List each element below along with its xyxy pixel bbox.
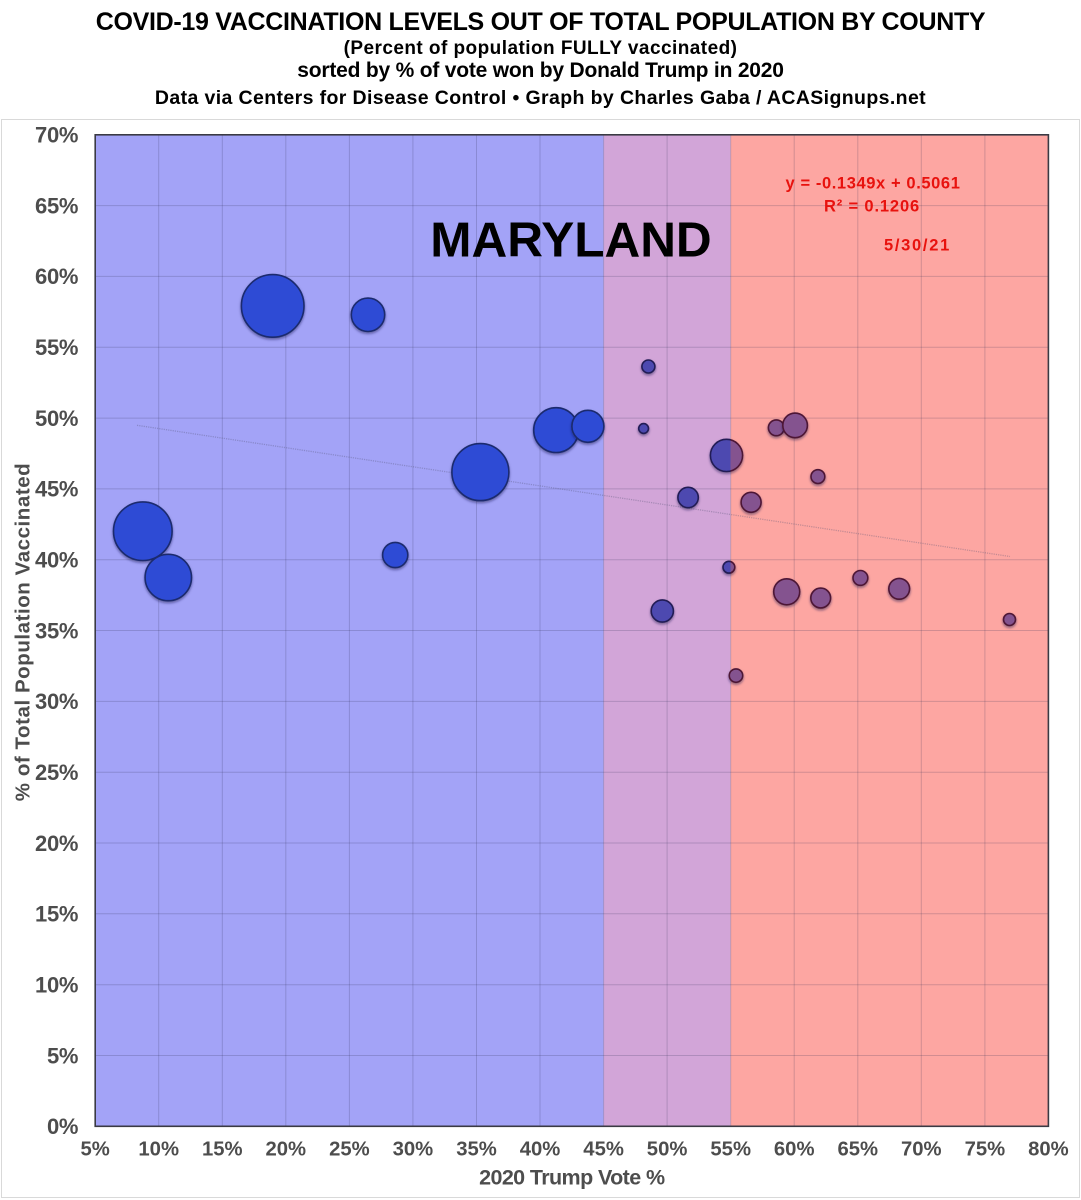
svg-text:45%: 45% bbox=[583, 1139, 624, 1161]
svg-text:80%: 80% bbox=[1028, 1139, 1069, 1161]
svg-text:R² = 0.1206: R² = 0.1206 bbox=[824, 197, 920, 215]
svg-text:% of Total Population Vaccinat: % of Total Population Vaccinated bbox=[11, 463, 34, 801]
svg-text:10%: 10% bbox=[138, 1139, 179, 1161]
svg-text:10%: 10% bbox=[35, 973, 78, 998]
svg-text:0%: 0% bbox=[47, 1114, 78, 1139]
svg-text:5%: 5% bbox=[81, 1139, 110, 1161]
svg-text:15%: 15% bbox=[35, 902, 78, 927]
svg-text:55%: 55% bbox=[35, 335, 78, 360]
svg-text:25%: 25% bbox=[329, 1139, 370, 1161]
svg-text:65%: 65% bbox=[35, 193, 78, 218]
svg-text:70%: 70% bbox=[901, 1139, 942, 1161]
svg-text:15%: 15% bbox=[202, 1139, 243, 1161]
svg-text:60%: 60% bbox=[774, 1139, 815, 1161]
svg-text:75%: 75% bbox=[965, 1139, 1006, 1161]
svg-text:2020 Trump Vote %: 2020 Trump Vote % bbox=[479, 1166, 665, 1190]
svg-text:70%: 70% bbox=[35, 123, 78, 148]
svg-text:30%: 30% bbox=[35, 689, 78, 714]
svg-text:MARYLAND: MARYLAND bbox=[430, 213, 711, 268]
svg-text:45%: 45% bbox=[35, 477, 78, 502]
svg-text:5%: 5% bbox=[47, 1043, 78, 1068]
svg-text:50%: 50% bbox=[647, 1139, 688, 1161]
svg-text:40%: 40% bbox=[520, 1139, 561, 1161]
svg-text:35%: 35% bbox=[456, 1139, 497, 1161]
svg-text:30%: 30% bbox=[393, 1139, 434, 1161]
svg-text:5/30/21: 5/30/21 bbox=[884, 237, 951, 255]
svg-text:25%: 25% bbox=[35, 760, 78, 785]
svg-text:20%: 20% bbox=[266, 1139, 307, 1161]
svg-text:40%: 40% bbox=[35, 548, 78, 573]
svg-text:55%: 55% bbox=[710, 1139, 751, 1161]
svg-text:y = -0.1349x + 0.5061: y = -0.1349x + 0.5061 bbox=[786, 174, 961, 192]
svg-text:60%: 60% bbox=[35, 264, 78, 289]
svg-text:50%: 50% bbox=[35, 406, 78, 431]
svg-text:20%: 20% bbox=[35, 831, 78, 856]
svg-text:65%: 65% bbox=[838, 1139, 879, 1161]
svg-text:35%: 35% bbox=[35, 618, 78, 643]
